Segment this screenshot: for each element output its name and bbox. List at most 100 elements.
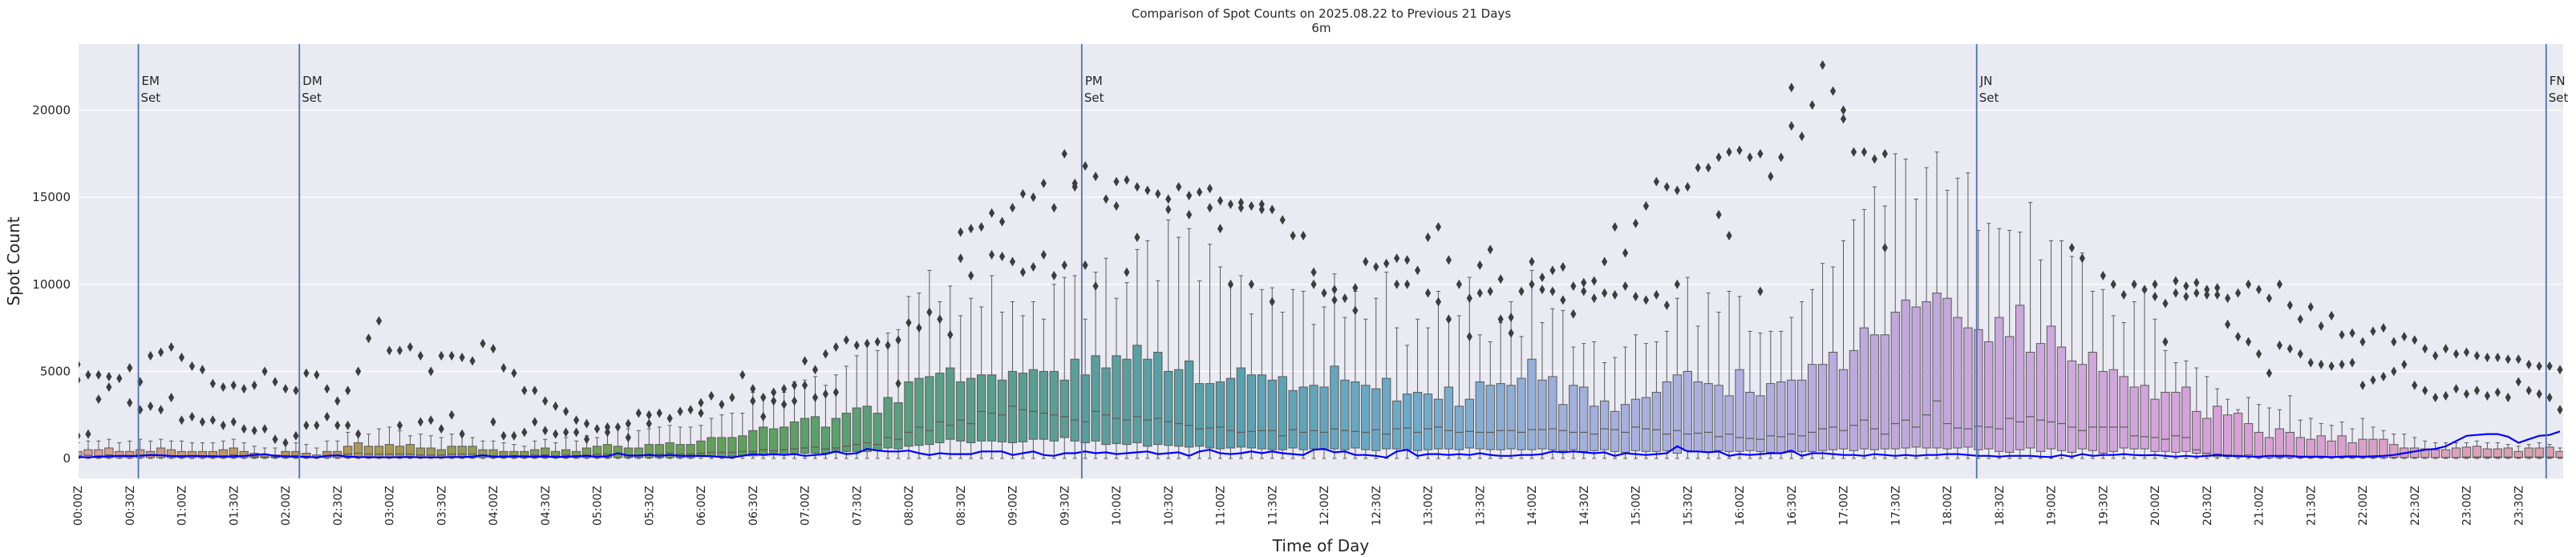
outlier-point <box>812 392 819 402</box>
box-body <box>1703 383 1713 453</box>
outlier-point <box>625 418 631 429</box>
outlier-point <box>1591 276 1598 286</box>
box-body <box>499 450 508 458</box>
outlier-point <box>937 314 943 325</box>
box-body <box>1485 385 1495 450</box>
outlier-point <box>438 350 444 361</box>
outlier-point <box>1663 182 1670 192</box>
outlier-point <box>1653 289 1659 300</box>
box <box>2513 354 2523 459</box>
outlier-point <box>2463 347 2470 357</box>
box <box>1340 293 1350 459</box>
box-body <box>1112 355 1121 445</box>
outlier-point <box>2536 361 2542 371</box>
box <box>1590 276 1599 459</box>
box <box>768 387 779 459</box>
x-tick-label: 13:30Z <box>1474 486 1487 526</box>
box-body <box>2140 385 2149 450</box>
box-body <box>2264 437 2274 458</box>
box <box>1371 262 1381 459</box>
x-tick-label: 21:00Z <box>2254 486 2266 526</box>
box <box>2503 354 2513 459</box>
x-tick-label: 11:30Z <box>1266 486 1279 526</box>
box-body <box>581 447 592 458</box>
box <box>2347 328 2357 459</box>
outlier-point <box>1871 154 1877 164</box>
box <box>1049 203 1059 459</box>
box-body <box>956 381 966 442</box>
outlier-point <box>1684 182 1691 192</box>
box-body <box>2524 447 2533 458</box>
outlier-point <box>2401 359 2408 369</box>
box <box>2035 259 2046 459</box>
box-body <box>1901 299 1910 449</box>
outlier-point <box>324 384 330 394</box>
outlier-point <box>2120 289 2127 300</box>
box-body <box>2015 305 2025 450</box>
box-body <box>2430 449 2440 458</box>
outlier-point <box>2173 288 2179 298</box>
x-tick-label: 08:30Z <box>955 486 968 526</box>
box <box>675 406 685 459</box>
box <box>2440 344 2451 459</box>
outlier-point <box>1508 328 1514 338</box>
outlier-point <box>168 392 175 402</box>
outlier-point <box>2183 291 2189 301</box>
outlier-point <box>2141 285 2148 295</box>
box <box>2108 279 2118 459</box>
box <box>447 350 456 459</box>
box <box>976 222 986 459</box>
box <box>1007 203 1018 459</box>
box <box>1018 188 1028 459</box>
box-body <box>2555 450 2563 458</box>
outlier-point <box>1113 176 1120 187</box>
box <box>956 227 966 459</box>
outlier-point <box>1778 152 1784 163</box>
outlier-point <box>1269 204 1275 215</box>
outlier-point <box>2245 279 2252 289</box>
box-body <box>914 377 924 446</box>
box-body <box>1590 406 1599 451</box>
box-body <box>488 449 498 458</box>
box <box>166 341 176 459</box>
box <box>1869 154 1880 459</box>
outlier-point <box>2152 279 2158 289</box>
box <box>1246 201 1257 459</box>
outlier-point <box>573 427 580 438</box>
box <box>1880 148 1889 459</box>
box <box>1412 265 1423 459</box>
outlier-point <box>1258 199 1265 209</box>
outlier-point <box>656 408 662 418</box>
box-body <box>395 446 405 458</box>
outlier-point <box>1715 152 1722 163</box>
outlier-point <box>1518 286 1525 297</box>
outlier-point <box>2494 387 2501 398</box>
outlier-point <box>2370 326 2376 337</box>
outlier-point <box>272 377 278 387</box>
outlier-point <box>178 353 185 363</box>
box-body <box>1423 394 1433 450</box>
outlier-point <box>220 420 226 430</box>
box-body <box>2254 431 2264 458</box>
box-body <box>2513 450 2523 458</box>
box <box>914 293 924 459</box>
outlier-point <box>2505 392 2511 402</box>
outlier-point <box>1206 184 1213 194</box>
box <box>2389 337 2399 459</box>
box <box>1164 194 1173 459</box>
box-body <box>2129 386 2139 450</box>
box-body <box>1382 377 1391 450</box>
x-tick-label: 15:00Z <box>1630 486 1643 526</box>
box <box>541 396 550 459</box>
box-body <box>759 426 768 456</box>
x-tick-label: 06:30Z <box>747 486 760 526</box>
box <box>1641 201 1651 459</box>
outlier-point <box>1331 295 1338 305</box>
x-tick-label: 22:00Z <box>2357 486 2370 526</box>
outlier-point <box>2443 344 2449 354</box>
box-body <box>94 449 103 458</box>
outlier-point <box>448 410 455 420</box>
box-body <box>925 376 934 446</box>
outlier-point <box>2204 285 2210 295</box>
outlier-point <box>2412 335 2418 345</box>
